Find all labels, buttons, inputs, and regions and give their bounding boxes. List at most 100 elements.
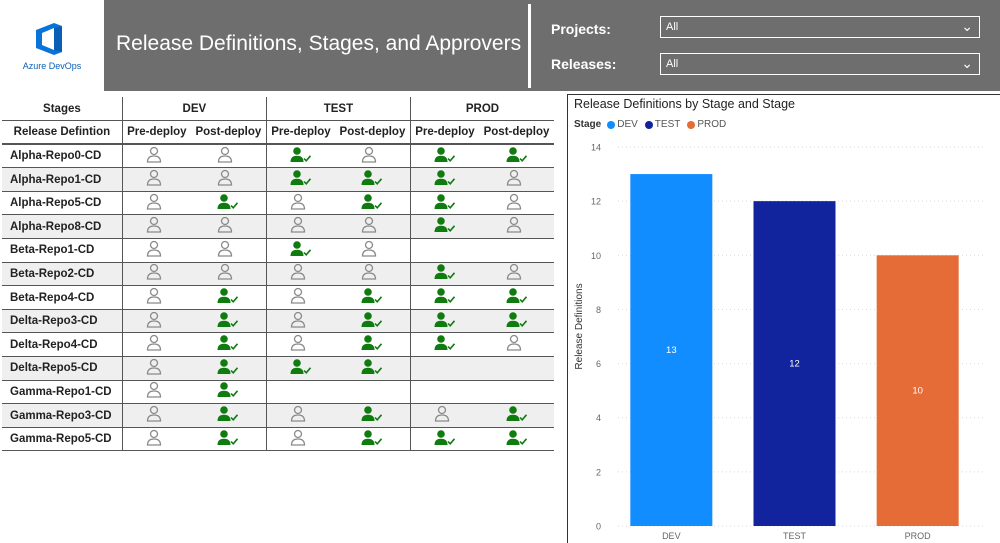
table-row[interactable]: Gamma-Repo3-CD (2, 403, 554, 428)
person-approved-check-icon (361, 335, 383, 351)
person-approved-check-icon (506, 311, 527, 327)
person-approved-check-icon (506, 288, 527, 304)
release-definition-name: Beta-Repo2-CD (2, 262, 123, 287)
approver-cell (479, 403, 554, 428)
table-row[interactable]: Beta-Repo2-CD (2, 262, 554, 287)
person-outline-icon (506, 335, 521, 351)
projects-filter-select[interactable]: All ⌄ (660, 16, 980, 38)
person-outline-icon (146, 217, 162, 233)
approver-cell (265, 285, 335, 310)
bar-prod[interactable] (876, 255, 959, 527)
approver-cell (190, 191, 267, 216)
person-outline-icon (290, 429, 306, 446)
stage-header-test[interactable]: TEST (265, 97, 411, 122)
approver-cell (334, 309, 411, 334)
stage-header-prod[interactable]: PROD (409, 97, 554, 122)
approver-cell (121, 262, 191, 287)
person-approved-check-icon (434, 311, 456, 327)
column-header[interactable]: Post-deploy (334, 120, 411, 146)
column-header[interactable]: Post-deploy (479, 120, 554, 146)
release-definition-name: Beta-Repo4-CD (2, 285, 123, 310)
approver-cell (265, 309, 335, 334)
approver-cell (265, 403, 335, 428)
column-header[interactable]: Pre-deploy (409, 120, 480, 146)
approver-cell (265, 167, 335, 192)
column-header[interactable]: Pre-deploy (121, 120, 191, 146)
projects-filter-label: Projects: (551, 21, 611, 37)
person-outline-icon (362, 146, 377, 163)
person-approved-check-icon (217, 382, 239, 398)
person-outline-icon (146, 193, 162, 210)
release-definition-name: Alpha-Repo0-CD (2, 144, 123, 169)
table-row[interactable]: Gamma-Repo1-CD (2, 380, 554, 405)
approver-cell (121, 285, 191, 310)
approver-cell (409, 403, 480, 428)
approver-cell (190, 427, 267, 452)
person-outline-icon (290, 311, 306, 328)
person-approved-check-icon (434, 288, 456, 304)
table-row[interactable]: Alpha-Repo0-CD (2, 144, 554, 169)
column-header[interactable]: Post-deploy (190, 120, 267, 146)
person-outline-icon (146, 264, 162, 281)
person-outline-icon (146, 382, 162, 399)
releases-filter-label: Releases: (551, 56, 617, 72)
person-approved-check-icon (217, 406, 239, 422)
y-tick-label: 0 (596, 522, 601, 532)
y-tick-label: 4 (596, 413, 601, 423)
person-outline-icon (146, 287, 162, 304)
table-row[interactable]: Gamma-Repo5-CD (2, 427, 554, 452)
table-row[interactable]: Alpha-Repo8-CD (2, 214, 554, 240)
releases-filter-value: All (666, 58, 679, 70)
person-approved-check-icon (434, 429, 456, 445)
bar-chart: 0 2 4 6 8 10 12 14 13 DEV 12 TEST 10 PROD Release Defi… (574, 143, 986, 541)
approver-cell (409, 214, 480, 240)
column-header[interactable]: Pre-deploy (265, 120, 335, 146)
person-approved-check-icon (506, 406, 527, 422)
release-definition-name: Alpha-Repo8-CD (2, 214, 123, 240)
approver-cell (121, 191, 191, 216)
approver-cell (479, 309, 554, 334)
approver-cell (409, 285, 480, 310)
releases-filter-select[interactable]: All ⌄ (660, 53, 980, 75)
x-tick-label: TEST (783, 531, 807, 541)
bar-test[interactable] (753, 201, 836, 526)
legend-label: PROD (697, 119, 727, 130)
y-tick-label: 10 (591, 251, 601, 261)
approver-cell (409, 167, 480, 192)
approver-cell (121, 238, 191, 263)
person-outline-icon (218, 264, 233, 281)
person-outline-icon (362, 217, 377, 233)
legend-item-prod[interactable]: PROD (687, 119, 726, 130)
legend-item-dev[interactable]: DEV (607, 119, 638, 130)
bar-dev[interactable] (630, 174, 713, 527)
approver-cell (121, 309, 191, 334)
person-approved-check-icon (434, 193, 456, 209)
data-label: 12 (789, 359, 800, 370)
approver-cell (190, 403, 267, 428)
approver-cell (409, 332, 480, 358)
approver-cell (265, 191, 335, 216)
person-approved-check-icon (290, 170, 312, 186)
legend-swatch (607, 120, 616, 129)
table-row[interactable]: Alpha-Repo5-CD (2, 191, 554, 216)
approver-cell (409, 380, 480, 405)
person-approved-check-icon (217, 335, 239, 351)
person-outline-icon (434, 405, 450, 422)
approver-cell (265, 332, 335, 358)
table-row[interactable]: Beta-Repo1-CD (2, 238, 554, 263)
table-row[interactable]: Delta-Repo4-CD (2, 332, 554, 358)
chart-pane: Release Definitions by Stage and Stage S… (567, 94, 1000, 543)
table-row[interactable]: Alpha-Repo1-CD (2, 167, 554, 192)
approver-cell (265, 356, 335, 381)
table-row[interactable]: Delta-Repo3-CD (2, 309, 554, 334)
stage-header-dev[interactable]: DEV (121, 97, 267, 122)
approver-cell (479, 214, 554, 240)
table-row[interactable]: Delta-Repo5-CD (2, 356, 554, 381)
legend-item-test[interactable]: TEST (644, 119, 680, 130)
corner-release-definition-label: Release Defintion (2, 120, 123, 146)
y-tick-label: 8 (596, 305, 601, 315)
approver-cell (190, 238, 267, 263)
table-row[interactable]: Beta-Repo4-CD (2, 285, 554, 310)
approver-cell (334, 214, 411, 240)
approver-cell (479, 191, 554, 216)
